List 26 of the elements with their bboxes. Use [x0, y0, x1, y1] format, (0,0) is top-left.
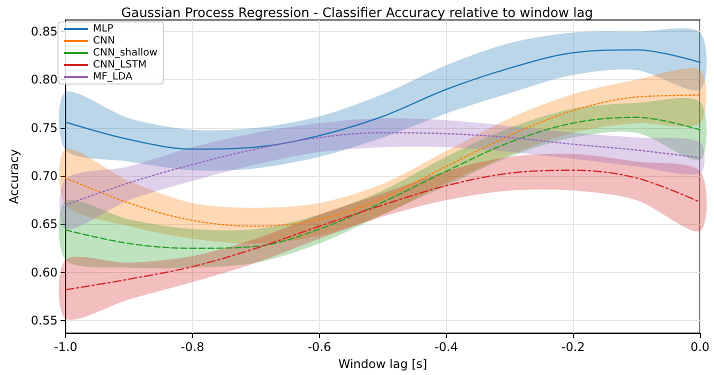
y-tick-label: 0.75: [30, 120, 58, 135]
chart-title: Gaussian Process Regression - Classifier Accuracy relative to window lag: [121, 6, 593, 21]
line-series: [64, 94, 701, 227]
y-tick-label: 0.60: [30, 265, 58, 280]
line-series: [64, 170, 701, 290]
line-series: [64, 116, 701, 249]
y-tick-label: 0.80: [30, 72, 58, 87]
legend-label: MF_LDA: [93, 72, 132, 82]
line-series: [64, 132, 701, 206]
x-tick-label: -0.6: [308, 340, 332, 354]
y-axis-title: Accuracy: [7, 149, 21, 204]
line-series: [64, 49, 701, 150]
legend-label: CNN_LSTM: [93, 60, 147, 70]
x-tick-label: -0.8: [180, 340, 204, 354]
y-tick-label: 0.70: [30, 169, 58, 184]
y-tick-label: 0.85: [30, 24, 58, 39]
x-axis-title: Window lag [s]: [338, 357, 428, 371]
x-tick-label: -0.4: [434, 340, 458, 354]
legend-label: CNN: [93, 36, 115, 46]
legend-label: CNN_shallow: [93, 48, 158, 58]
y-tick-label: 0.55: [30, 314, 58, 328]
y-tick-label: 0.65: [30, 217, 58, 232]
x-tick-label: 0.0: [690, 340, 710, 354]
x-tick-label: -0.2: [561, 340, 585, 354]
legend-label: MLP: [93, 24, 114, 34]
x-tick-label: -1.0: [54, 340, 78, 354]
